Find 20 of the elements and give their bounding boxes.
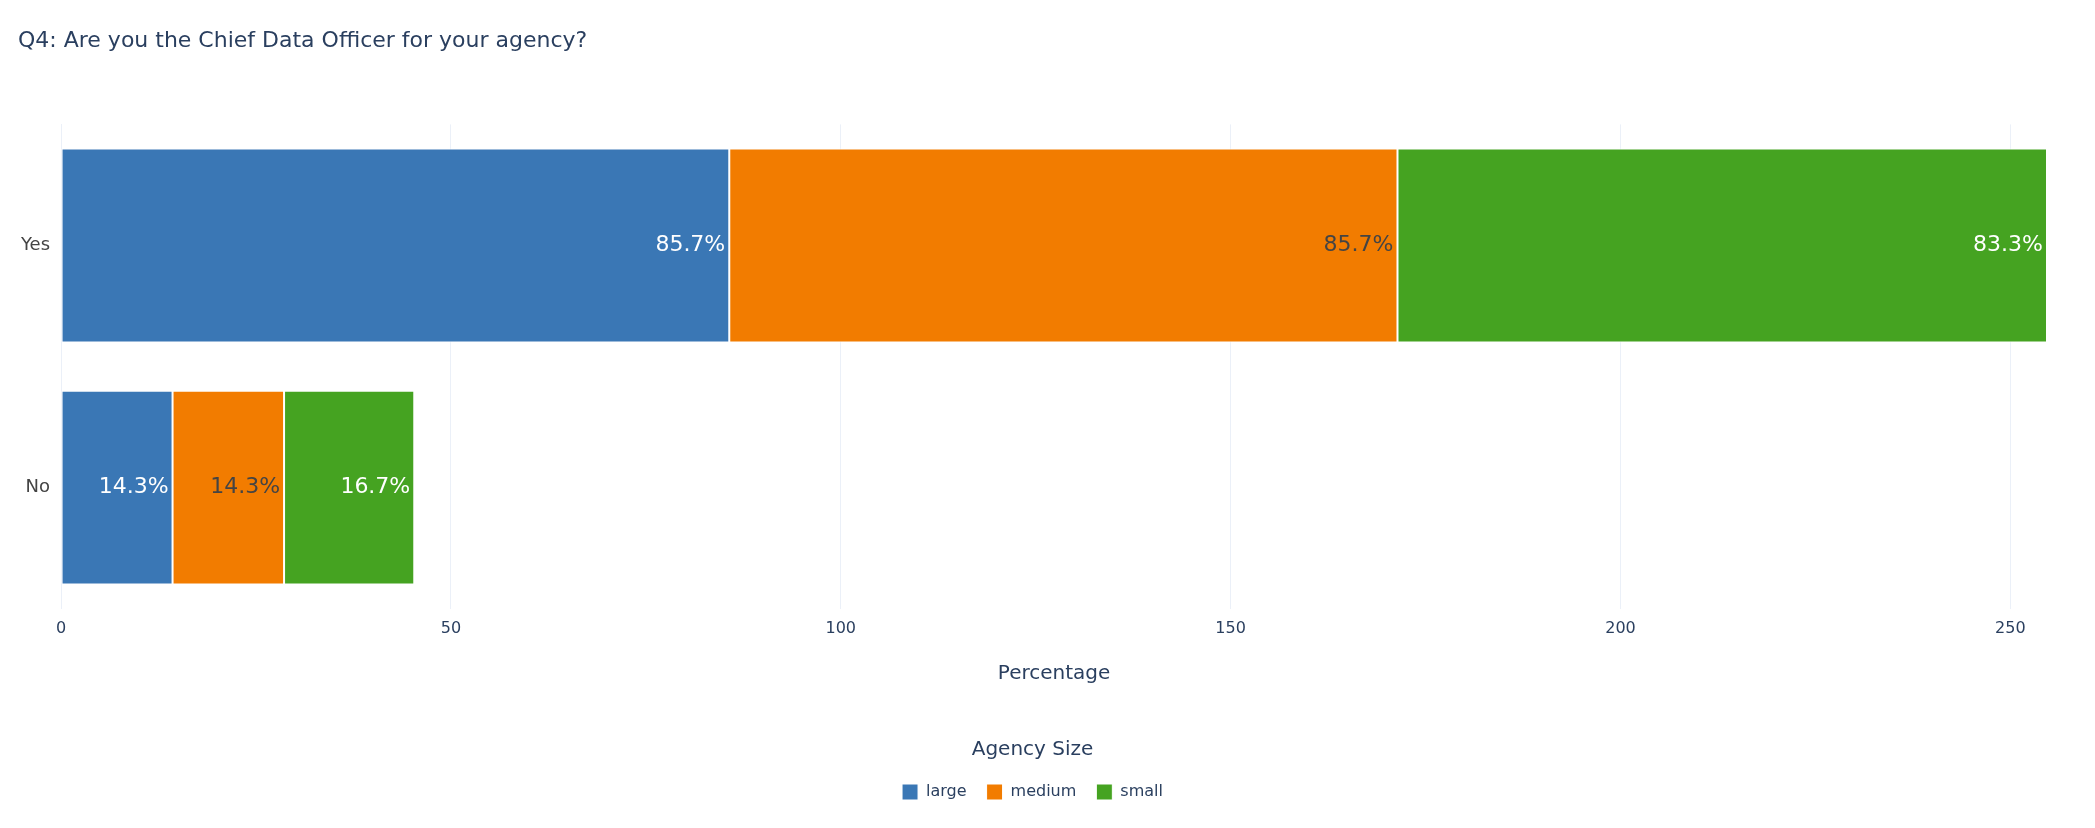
x-tick-label: 250 (1995, 617, 2026, 637)
legend-label: medium (1010, 781, 1077, 801)
data-label: 85.7% (1323, 231, 1394, 257)
x-tick-label: 100 (825, 617, 857, 637)
legend-label: large (926, 781, 967, 801)
data-label: 83.3% (1973, 231, 2043, 257)
data-label: 85.7% (655, 231, 726, 257)
x-axis-title: Percentage (997, 660, 1111, 685)
legend-title: Agency Size (971, 736, 1094, 761)
data-label: 16.7% (340, 473, 411, 499)
chart-title: Q4: Are you the Chief Data Officer for your agency? (18, 26, 588, 52)
y-tick-label: No (25, 475, 51, 497)
data-label: 14.3% (210, 473, 281, 499)
legend-label: small (1120, 781, 1163, 801)
data-label: 14.3% (98, 473, 169, 499)
x-tick-label: 0 (55, 617, 67, 637)
x-tick-label: 50 (440, 617, 462, 637)
x-tick-label: 150 (1215, 617, 1246, 637)
y-tick-label: Yes (19, 233, 51, 255)
x-tick-label: 200 (1605, 617, 1636, 637)
